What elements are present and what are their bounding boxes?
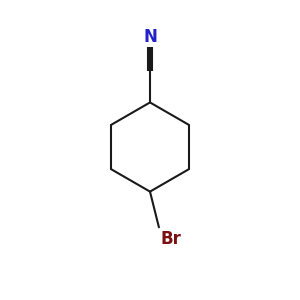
Text: Br: Br: [161, 230, 182, 248]
Text: N: N: [143, 28, 157, 46]
